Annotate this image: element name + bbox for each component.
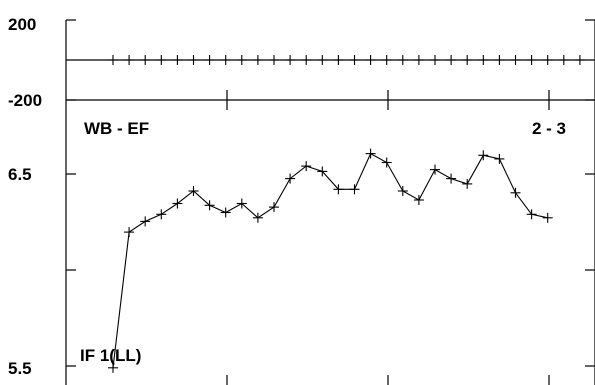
y-tick-label-top-max: 200 [8, 15, 36, 34]
data-point-bottom-14 [333, 184, 344, 195]
data-point-bottom-16 [365, 148, 376, 159]
data-point-bottom-7 [220, 207, 231, 218]
panel-label-bottom: IF 1(LL) [80, 346, 141, 365]
data-point-top-9 [252, 55, 263, 65]
data-point-bottom-21 [446, 173, 457, 184]
data-point-top-0 [108, 55, 118, 65]
data-point-bottom-24 [494, 153, 505, 164]
bottom-panel-frame [65, 100, 595, 385]
y-tick-label-bottom-lower: 5.5 [8, 359, 32, 378]
axis-ticks [66, 19, 595, 385]
series-line-bottom [112, 152, 548, 368]
data-point-bottom-1 [124, 227, 135, 238]
data-point-top-13 [317, 55, 328, 65]
data-point-top-16 [365, 55, 376, 65]
data-point-top-21 [446, 55, 457, 65]
data-point-bottom-4 [172, 198, 183, 209]
data-point-top-28 [558, 55, 569, 65]
data-point-top-17 [381, 55, 392, 65]
data-point-top-10 [269, 55, 279, 65]
data-point-bottom-27 [542, 212, 553, 223]
data-point-bottom-9 [252, 212, 263, 223]
data-point-bottom-22 [462, 178, 473, 189]
data-point-bottom-13 [317, 166, 328, 177]
panel-label-left: WB - EF [84, 119, 149, 138]
data-point-top-27 [542, 55, 553, 65]
data-point-top-20 [430, 55, 440, 65]
data-point-top-3 [156, 55, 167, 65]
data-point-bottom-5 [188, 186, 199, 196]
data-point-bottom-26 [526, 209, 537, 220]
data-point-top-22 [462, 55, 473, 65]
data-point-top-12 [301, 55, 312, 65]
data-point-bottom-23 [478, 150, 489, 161]
data-point-bottom-12 [301, 161, 312, 172]
data-point-top-23 [478, 55, 489, 65]
data-point-top-29 [574, 55, 585, 65]
data-point-top-6 [204, 55, 215, 65]
panel-label-right: 2 - 3 [532, 119, 566, 138]
data-point-bottom-3 [156, 209, 167, 220]
data-point-bottom-0 [108, 362, 118, 373]
data-point-top-7 [220, 55, 231, 65]
data-point-bottom-25 [510, 187, 521, 198]
data-point-bottom-18 [397, 186, 408, 196]
data-point-top-26 [526, 55, 537, 65]
data-point-top-19 [413, 55, 424, 65]
y-tick-label-top-min: -200 [8, 91, 42, 110]
data-point-top-1 [124, 55, 135, 65]
data-point-top-25 [510, 55, 521, 65]
data-point-top-2 [140, 55, 151, 65]
data-point-bottom-15 [349, 184, 360, 195]
data-point-bottom-8 [236, 198, 247, 209]
data-point-bottom-6 [204, 200, 215, 211]
data-point-bottom-10 [269, 202, 279, 213]
data-point-top-11 [285, 55, 296, 65]
data-point-top-4 [172, 55, 183, 65]
data-point-bottom-11 [285, 173, 296, 184]
data-point-top-14 [333, 55, 344, 65]
data-point-top-18 [397, 55, 408, 65]
data-point-top-8 [236, 55, 247, 65]
data-point-bottom-17 [381, 157, 392, 168]
data-point-bottom-2 [140, 216, 151, 227]
data-point-top-5 [188, 55, 199, 65]
data-point-top-24 [494, 55, 505, 65]
series-layer [108, 55, 585, 373]
data-point-top-15 [349, 55, 360, 65]
y-tick-label-bottom-upper: 6.5 [8, 165, 32, 184]
data-point-bottom-20 [430, 164, 440, 175]
data-point-bottom-19 [413, 195, 424, 205]
